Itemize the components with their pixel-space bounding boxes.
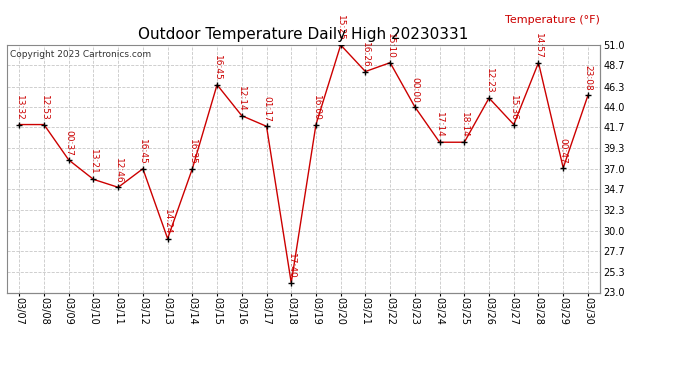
Text: 00:47: 00:47 xyxy=(559,138,568,164)
Text: 12:14: 12:14 xyxy=(237,86,246,111)
Text: 15:36: 15:36 xyxy=(509,94,518,120)
Text: 01:17: 01:17 xyxy=(262,96,271,122)
Text: 16:00: 16:00 xyxy=(311,94,320,120)
Text: 00:00: 00:00 xyxy=(411,77,420,103)
Text: 15:25: 15:25 xyxy=(336,15,345,41)
Text: 18:14: 18:14 xyxy=(460,112,469,138)
Title: Outdoor Temperature Daily High 20230331: Outdoor Temperature Daily High 20230331 xyxy=(139,27,469,42)
Text: Temperature (°F): Temperature (°F) xyxy=(505,15,600,25)
Text: 12:46: 12:46 xyxy=(114,158,123,183)
Text: 14:24: 14:24 xyxy=(163,209,172,234)
Text: 23:08: 23:08 xyxy=(584,66,593,91)
Text: 12:23: 12:23 xyxy=(484,68,493,94)
Text: 13:21: 13:21 xyxy=(89,150,98,175)
Text: 12:53: 12:53 xyxy=(39,94,48,120)
Text: 00:37: 00:37 xyxy=(64,130,73,156)
Text: Copyright 2023 Cartronics.com: Copyright 2023 Cartronics.com xyxy=(10,50,151,59)
Text: 17:14: 17:14 xyxy=(435,112,444,138)
Text: 16:45: 16:45 xyxy=(139,139,148,165)
Text: 17:40: 17:40 xyxy=(287,253,296,279)
Text: 14:57: 14:57 xyxy=(534,33,543,58)
Text: 13:32: 13:32 xyxy=(14,94,23,120)
Text: 16:35: 16:35 xyxy=(188,139,197,165)
Text: 16:26: 16:26 xyxy=(361,42,370,68)
Text: 16:45: 16:45 xyxy=(213,55,221,81)
Text: 15:10: 15:10 xyxy=(386,33,395,58)
